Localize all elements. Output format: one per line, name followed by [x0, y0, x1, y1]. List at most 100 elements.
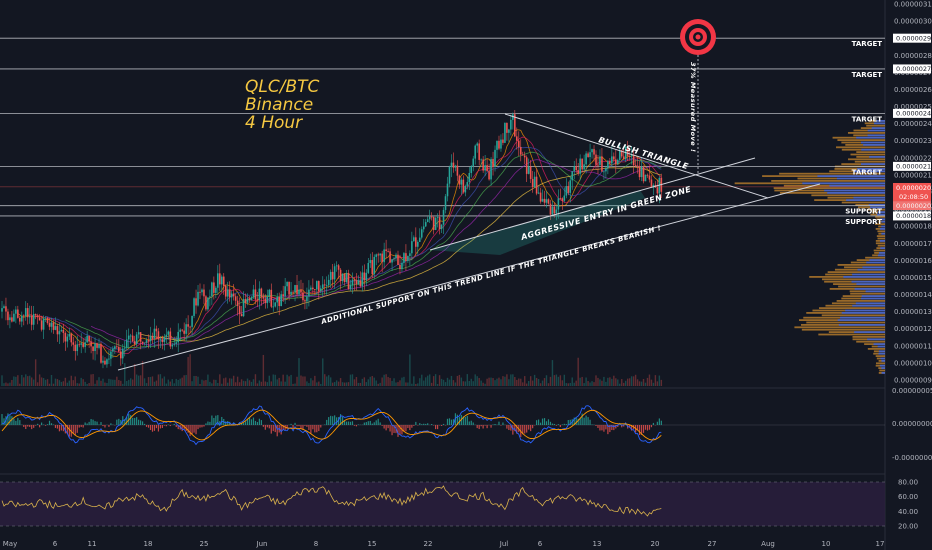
macd-histogram-bar — [476, 425, 478, 429]
title-pair: QLC/BTC — [245, 77, 319, 97]
volume-bar — [579, 377, 581, 386]
macd-histogram-bar — [290, 423, 292, 425]
volume-bar — [494, 380, 496, 386]
candle-body — [121, 348, 124, 359]
candle-body — [135, 334, 138, 345]
macd-histogram-bar — [140, 420, 142, 425]
macd-histogram-bar — [573, 417, 575, 425]
volume-profile-bar-blue — [838, 324, 885, 326]
macd-histogram-bar — [302, 425, 304, 430]
candle-body — [316, 281, 318, 290]
candle-body — [413, 237, 415, 242]
volume-bar — [569, 382, 571, 386]
volume-bar — [613, 375, 615, 386]
candle-body — [440, 224, 443, 230]
candle-body — [341, 273, 344, 281]
volume-bar — [183, 375, 185, 386]
volume-profile-bar-blue — [854, 288, 885, 290]
volume-bar — [25, 374, 27, 386]
candle-body — [98, 344, 100, 348]
macd-histogram-bar — [345, 421, 348, 425]
volume-bar — [298, 358, 300, 386]
macd-histogram-bar — [456, 414, 458, 425]
volume-bar — [452, 380, 455, 386]
volume-bar — [120, 380, 122, 386]
candle-body — [537, 192, 540, 194]
volume-bar — [80, 377, 82, 386]
candle-body — [636, 165, 639, 167]
candle-body — [403, 253, 405, 263]
macd-histogram-bar — [448, 418, 451, 425]
macd-histogram-bar — [599, 425, 601, 431]
volume-bar — [397, 382, 399, 386]
volume-bar — [21, 374, 23, 386]
candle-body — [321, 284, 324, 289]
candle-body — [597, 164, 599, 166]
candle-body — [428, 216, 431, 220]
candle-body — [44, 317, 47, 319]
title-timeframe: 4 Hour — [245, 113, 303, 133]
macd-histogram-bar — [328, 417, 330, 425]
macd-histogram-bar — [339, 414, 342, 425]
candle-body — [585, 153, 587, 165]
volume-profile-bar-blue — [881, 220, 885, 223]
volume-bar — [597, 377, 599, 386]
macd-histogram-bar — [84, 422, 86, 425]
candle-body — [226, 289, 229, 297]
candle-body — [294, 285, 296, 293]
volume-profile-bar-blue — [867, 338, 885, 341]
volume-bar — [40, 377, 43, 386]
volume-profile-bar-blue — [876, 120, 885, 122]
macd-histogram-bar — [464, 416, 466, 425]
macd-histogram-bar — [318, 425, 320, 432]
macd-histogram-bar — [242, 423, 245, 425]
volume-bar — [628, 378, 631, 386]
candle-body — [539, 192, 542, 202]
macd-histogram-bar — [553, 423, 556, 425]
macd-histogram-bar — [353, 425, 356, 426]
volume-profile-bar-blue — [877, 254, 885, 257]
volume-bar — [438, 375, 441, 386]
candle-body — [650, 179, 653, 188]
candle-body — [28, 315, 31, 318]
volume-bar — [468, 380, 470, 386]
target-3-label: TARGET — [852, 115, 883, 123]
macd-histogram-bar — [74, 425, 76, 436]
candle-body — [58, 331, 61, 335]
macd-histogram-bar — [514, 425, 516, 432]
macd-histogram-bar — [541, 418, 544, 425]
macd-histogram-bar — [652, 422, 655, 425]
volume-bar — [229, 378, 231, 386]
macd-histogram-bar — [405, 425, 407, 432]
volume-bar — [66, 382, 69, 386]
candle-body — [359, 280, 362, 287]
volume-bar — [559, 375, 562, 386]
macd-histogram-bar — [375, 420, 377, 425]
volume-bar — [264, 381, 267, 386]
candle-body — [145, 340, 148, 343]
candle-body — [551, 206, 554, 215]
candle-body — [367, 262, 370, 273]
macd-histogram-bar — [266, 425, 268, 428]
macd-histogram-bar — [149, 425, 152, 431]
volume-bar — [551, 360, 554, 386]
volume-bar — [274, 374, 276, 386]
volume-bar — [419, 378, 421, 386]
volume-bar — [648, 374, 651, 386]
candle-body — [373, 256, 376, 275]
volume-profile-bar-blue — [879, 364, 885, 367]
candle-body — [634, 165, 637, 166]
volume-bar — [88, 383, 90, 386]
volume-bar — [36, 382, 39, 386]
macd-histogram-bar — [589, 419, 591, 425]
volume-bar — [314, 375, 316, 386]
macd-histogram-bar — [316, 425, 318, 433]
volume-profile-bar — [850, 153, 885, 156]
candle-body — [456, 165, 459, 176]
candle-body — [30, 315, 33, 325]
macd-histogram-bar — [357, 424, 359, 425]
macd-histogram-bar — [512, 425, 514, 435]
time-tick-label: 17 — [876, 540, 885, 548]
volume-profile-bar — [779, 172, 885, 175]
time-tick-label: 25 — [200, 540, 209, 548]
